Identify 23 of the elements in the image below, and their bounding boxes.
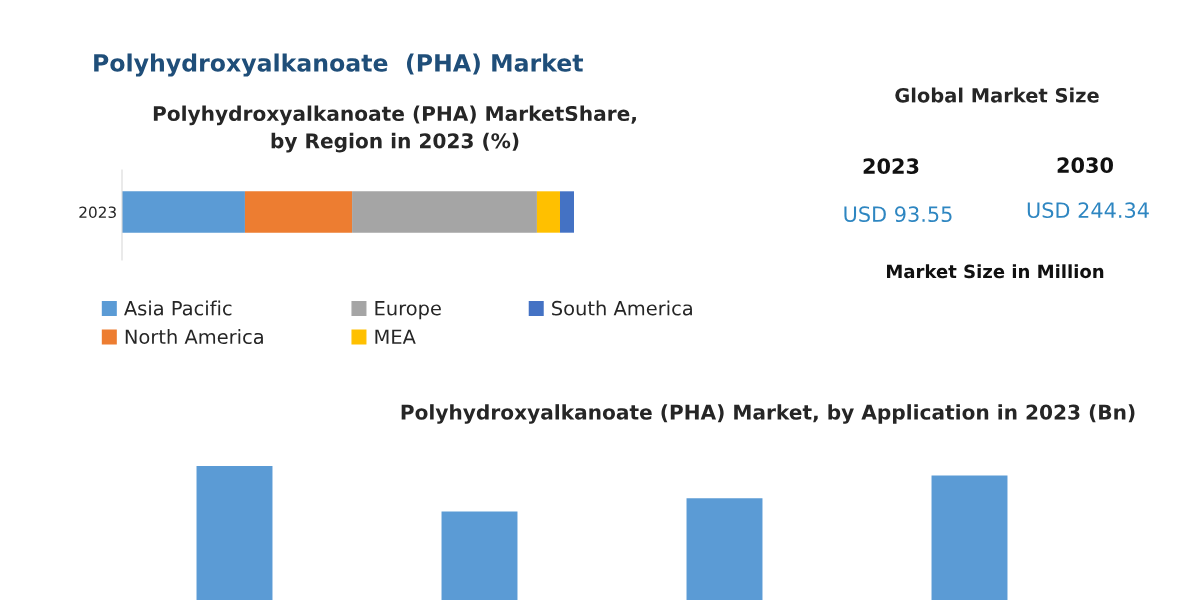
legend-label: North America — [125, 329, 263, 345]
legend-label: Europe — [375, 301, 441, 320]
legend-label: MEA — [375, 329, 416, 344]
bar — [196, 466, 273, 600]
chart-subtitle: Polyhydroxyalkanoate (PHA) MarketShare, by Region in 2023 (%) — [153, 105, 636, 153]
text: USD 93.55 — [844, 206, 952, 223]
bar — [536, 191, 560, 233]
text: Market Size in Million — [887, 264, 1104, 279]
chart-title: Polyhydroxyalkanoate (PHA) Market, by Application in 2023 (Bn) — [401, 404, 1135, 424]
bar — [931, 475, 1008, 600]
bar — [686, 498, 763, 600]
bar — [441, 511, 518, 600]
text: USD 244.34 — [1027, 202, 1149, 219]
text: 2030 — [1057, 157, 1113, 174]
bar — [559, 191, 574, 233]
bar — [244, 191, 353, 233]
text: 2023 — [863, 158, 919, 175]
legend-label: South America — [552, 300, 692, 316]
text: Global Market Size — [895, 87, 1099, 103]
legend-label: Asia Pacific — [124, 300, 232, 316]
chart-title: Polyhydroxyalkanoate (PHA) Market — [94, 53, 584, 77]
bar — [122, 191, 245, 233]
bar — [352, 191, 537, 233]
